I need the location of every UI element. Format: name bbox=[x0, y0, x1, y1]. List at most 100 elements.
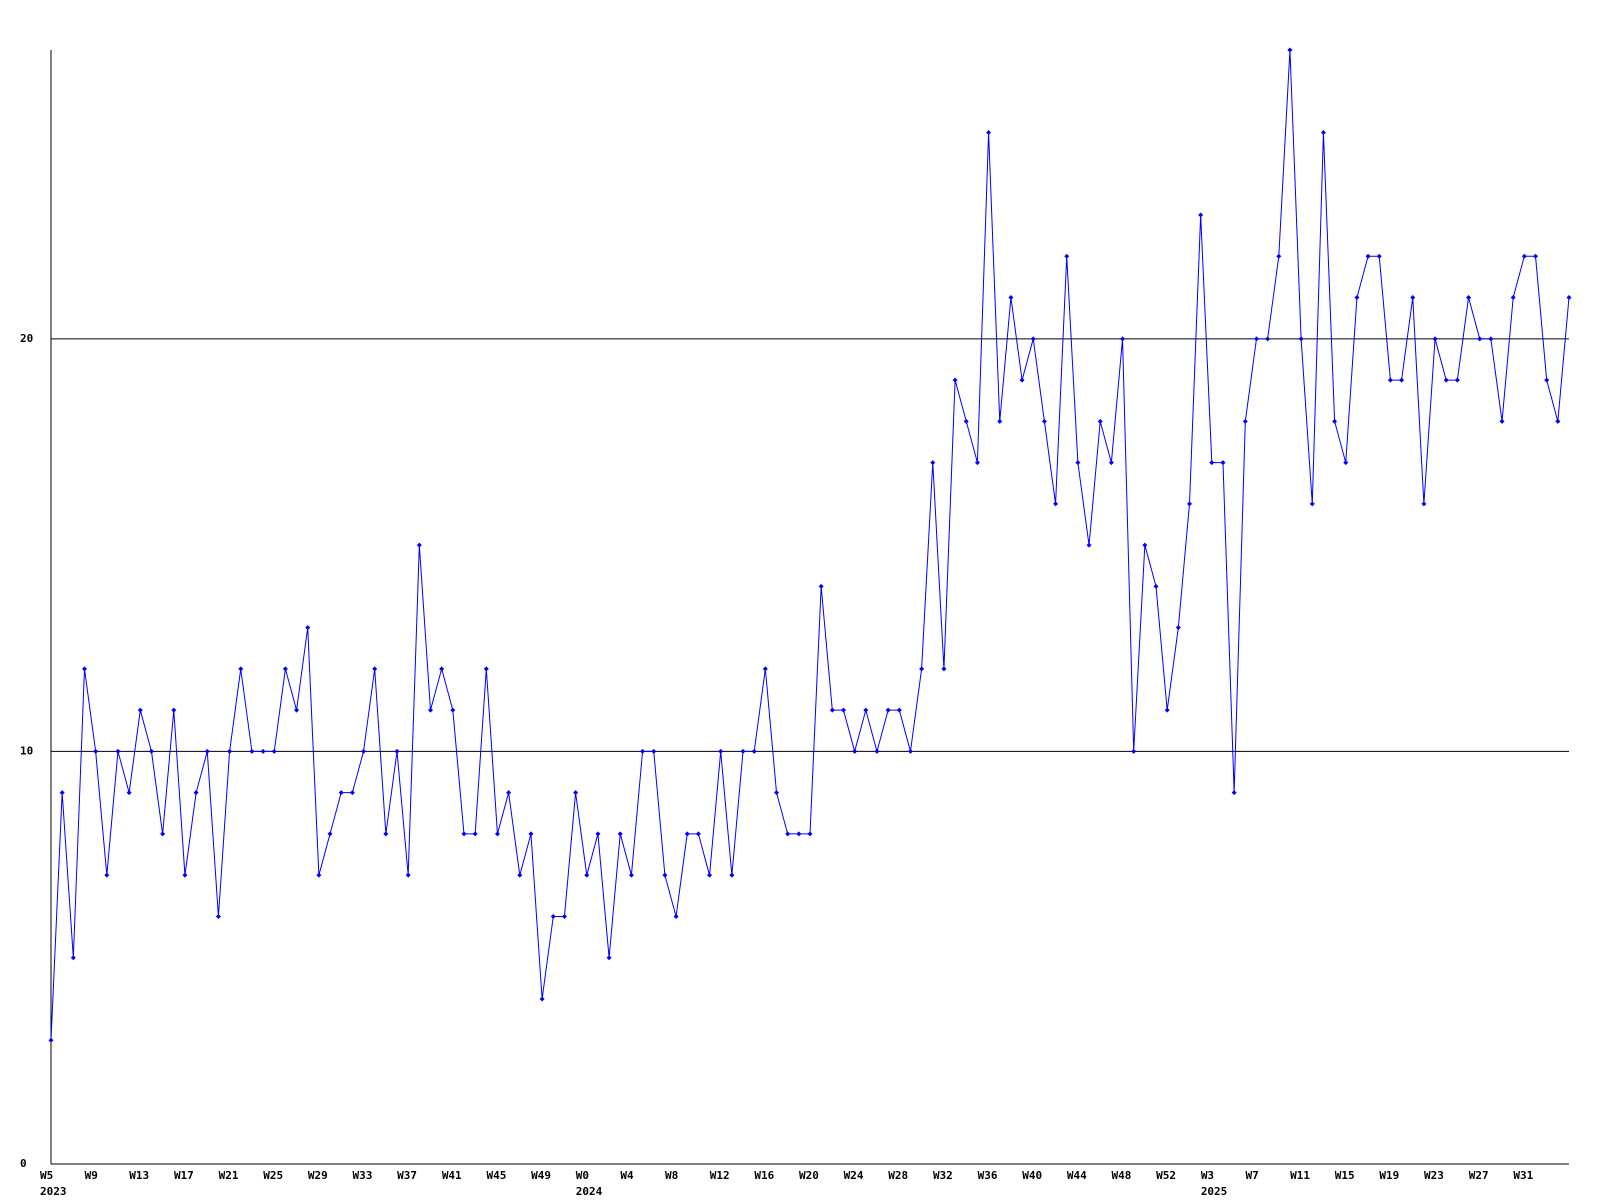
data-point bbox=[774, 790, 780, 796]
data-point bbox=[1343, 460, 1349, 466]
x-tick-label: W36 bbox=[978, 1169, 998, 1182]
data-point bbox=[561, 913, 567, 919]
data-point bbox=[896, 707, 902, 713]
data-point bbox=[1410, 295, 1416, 301]
data-point bbox=[1544, 377, 1550, 383]
data-point bbox=[126, 790, 132, 796]
x-tick-label: W33 bbox=[353, 1169, 373, 1182]
data-point bbox=[1131, 748, 1137, 754]
data-point bbox=[785, 831, 791, 837]
data-point bbox=[1153, 583, 1159, 589]
data-point bbox=[539, 996, 545, 1002]
data-point bbox=[215, 913, 221, 919]
data-point bbox=[1499, 418, 1505, 424]
data-point bbox=[327, 831, 333, 837]
data-point bbox=[1555, 418, 1561, 424]
data-point bbox=[472, 831, 478, 837]
data-point bbox=[1164, 707, 1170, 713]
data-point bbox=[1175, 625, 1181, 631]
data-point bbox=[1108, 460, 1114, 466]
data-point bbox=[952, 377, 958, 383]
data-point bbox=[1209, 460, 1215, 466]
x-tick-label: W15 bbox=[1335, 1169, 1355, 1182]
data-point bbox=[428, 707, 433, 713]
data-point bbox=[1387, 377, 1393, 383]
data-point bbox=[405, 872, 411, 878]
data-point bbox=[227, 748, 233, 754]
data-point bbox=[796, 831, 802, 837]
data-point bbox=[885, 707, 891, 713]
data-point bbox=[1421, 501, 1427, 507]
y-tick-label: 10 bbox=[20, 744, 33, 757]
data-point bbox=[1053, 501, 1059, 507]
data-point bbox=[160, 831, 166, 837]
x-tick-label: W40 bbox=[1022, 1169, 1042, 1182]
data-point bbox=[416, 542, 422, 548]
data-point bbox=[1477, 336, 1483, 342]
data-point bbox=[874, 748, 880, 754]
data-point bbox=[807, 831, 813, 837]
data-point bbox=[383, 831, 389, 837]
x-tick-label: W41 bbox=[442, 1169, 462, 1182]
data-point bbox=[941, 666, 947, 672]
data-point bbox=[907, 748, 913, 754]
data-point bbox=[1276, 253, 1282, 259]
data-point bbox=[1064, 253, 1070, 259]
data-point bbox=[930, 460, 936, 466]
data-point bbox=[204, 748, 210, 754]
data-point bbox=[450, 707, 456, 713]
x-tick-label: W4 bbox=[620, 1169, 634, 1182]
x-tick-label: W19 bbox=[1379, 1169, 1399, 1182]
data-point bbox=[595, 831, 601, 837]
data-point bbox=[1399, 377, 1405, 383]
data-point bbox=[1008, 295, 1014, 301]
x-tick-label: W16 bbox=[754, 1169, 774, 1182]
x-tick-label: W8 bbox=[665, 1169, 678, 1182]
x-tick-label: W23 bbox=[1424, 1169, 1444, 1182]
data-point bbox=[1354, 295, 1360, 301]
data-point bbox=[361, 748, 367, 754]
data-point bbox=[294, 707, 300, 713]
x-tick-label: W31 bbox=[1513, 1169, 1533, 1182]
data-point bbox=[494, 831, 500, 837]
data-point bbox=[762, 666, 768, 672]
data-point bbox=[863, 707, 869, 713]
x-tick-label: W17 bbox=[174, 1169, 194, 1182]
data-point bbox=[59, 790, 65, 796]
data-point bbox=[338, 790, 344, 796]
data-point bbox=[617, 831, 623, 837]
data-point bbox=[1332, 418, 1338, 424]
data-point bbox=[1365, 253, 1371, 259]
x-tick-label: W20 bbox=[799, 1169, 819, 1182]
data-point bbox=[70, 955, 76, 961]
y-tick-label: 0 bbox=[20, 1157, 27, 1170]
data-point bbox=[48, 1037, 54, 1043]
x-tick-label: W5 bbox=[40, 1169, 53, 1182]
data-point bbox=[1242, 418, 1248, 424]
data-point bbox=[1510, 295, 1516, 301]
data-point bbox=[829, 707, 835, 713]
x-tick-label: W25 bbox=[263, 1169, 283, 1182]
data-point bbox=[1220, 460, 1226, 466]
data-point bbox=[282, 666, 288, 672]
data-point bbox=[1120, 336, 1126, 342]
data-point bbox=[1253, 336, 1259, 342]
data-point bbox=[963, 418, 969, 424]
x-tick-label: W48 bbox=[1112, 1169, 1132, 1182]
year-label: 2024 bbox=[576, 1185, 603, 1198]
data-point bbox=[1019, 377, 1025, 383]
x-tick-label: W7 bbox=[1245, 1169, 1258, 1182]
data-point bbox=[1376, 253, 1382, 259]
data-point bbox=[1521, 253, 1527, 259]
y-tick-label: 20 bbox=[20, 332, 33, 345]
data-point bbox=[93, 748, 99, 754]
data-point bbox=[729, 872, 735, 878]
data-point bbox=[695, 831, 701, 837]
x-tick-label: W24 bbox=[844, 1169, 864, 1182]
data-point bbox=[1309, 501, 1315, 507]
data-point bbox=[517, 872, 523, 878]
data-point bbox=[1198, 212, 1204, 218]
data-point bbox=[1265, 336, 1271, 342]
data-point bbox=[1187, 501, 1192, 507]
